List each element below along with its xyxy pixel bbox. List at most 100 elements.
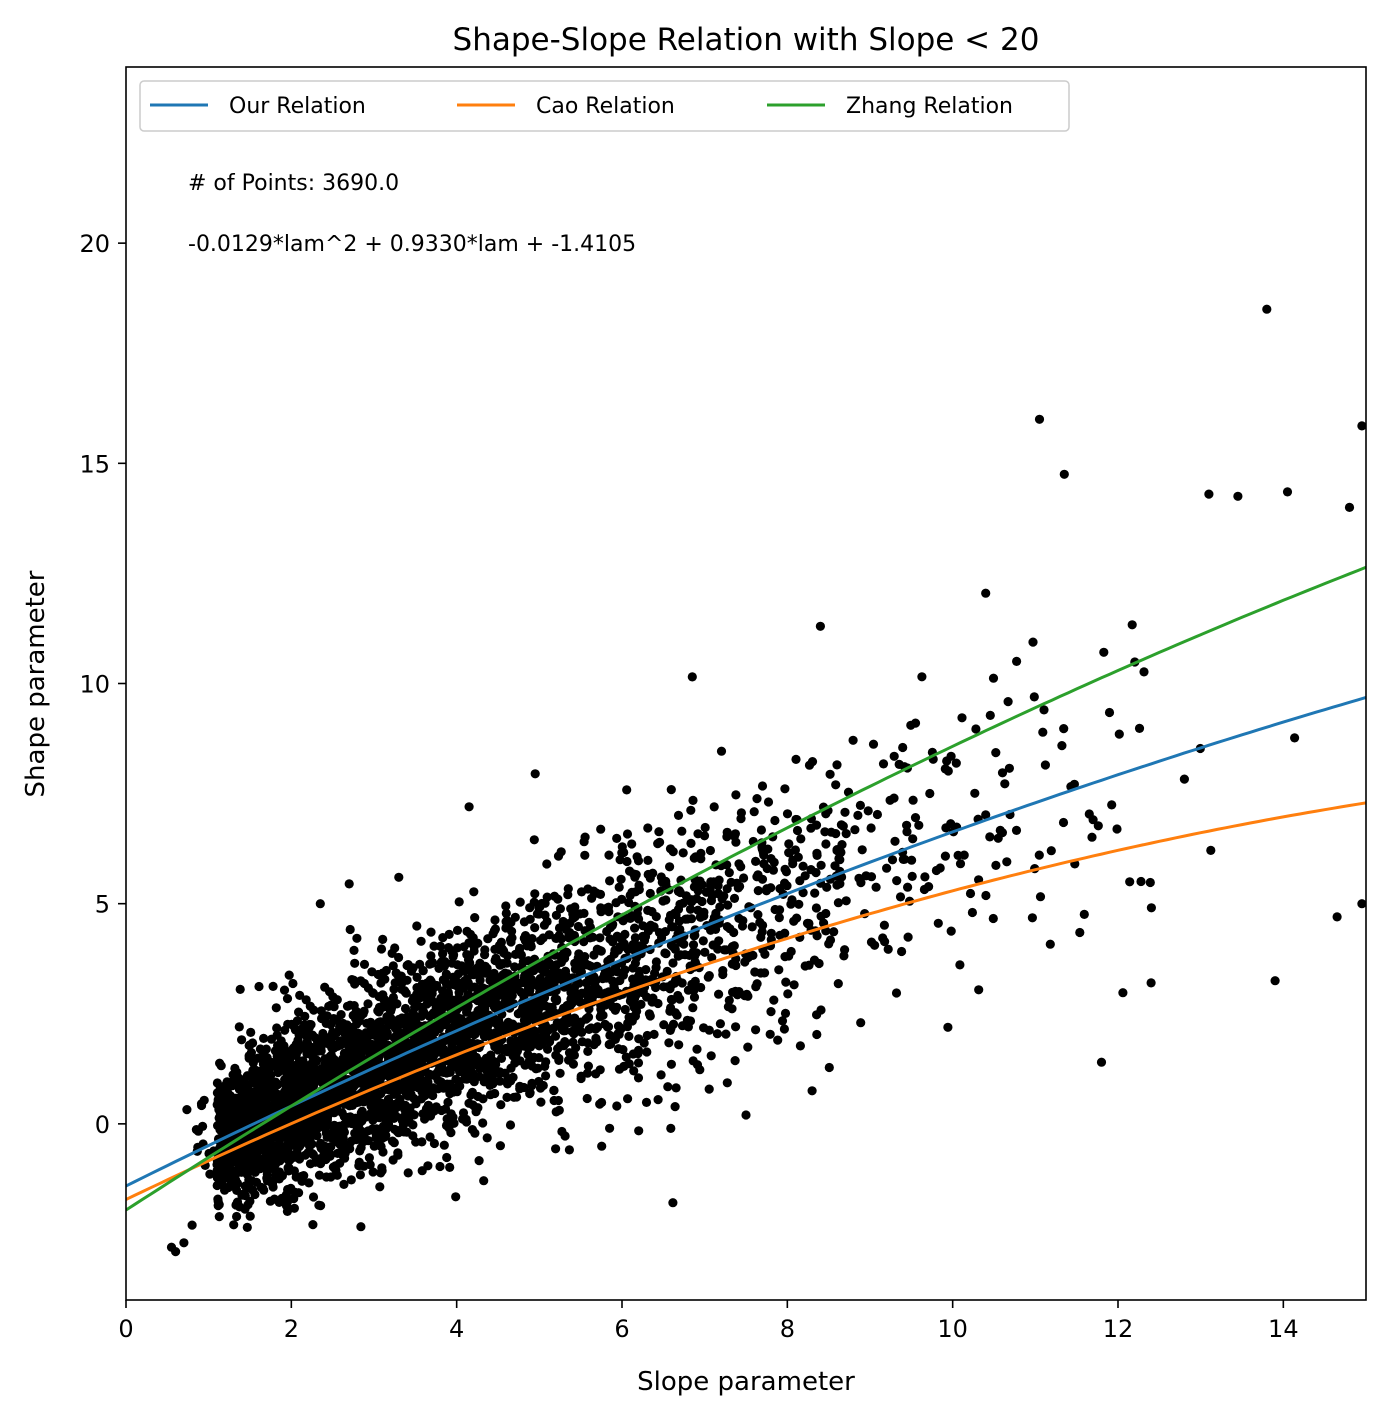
scatter-point	[1112, 824, 1122, 834]
scatter-point	[288, 1067, 298, 1077]
scatter-point	[789, 980, 799, 990]
scatter-point	[277, 1171, 287, 1181]
scatter-point	[1099, 647, 1109, 657]
scatter-point	[579, 837, 589, 847]
scatter-point	[668, 958, 678, 968]
scatter-point	[501, 908, 511, 919]
scatter-point	[353, 1044, 363, 1054]
scatter-point	[480, 1032, 490, 1042]
scatter-point	[527, 1081, 537, 1091]
scatter-point	[373, 1071, 383, 1082]
scatter-point	[1075, 927, 1085, 938]
scatter-point	[866, 872, 877, 882]
scatter-point	[1262, 304, 1272, 314]
scatter-point	[774, 965, 784, 975]
scatter-point	[965, 888, 976, 899]
scatter-point	[596, 1009, 606, 1020]
scatter-point	[544, 969, 554, 980]
scatter-point	[673, 810, 684, 821]
scatter-point	[919, 884, 930, 895]
scatter-point	[268, 981, 278, 992]
scatter-point	[560, 1026, 570, 1036]
scatter-point	[759, 859, 769, 869]
scatter-point	[187, 1220, 197, 1230]
scatter-point	[850, 825, 860, 835]
scatter-point	[696, 854, 706, 864]
scatter-point	[312, 1131, 322, 1141]
scatter-point	[258, 1084, 268, 1094]
scatter-point	[582, 1068, 593, 1078]
scatter-point	[504, 998, 514, 1008]
scatter-point	[554, 1053, 564, 1063]
scatter-point	[722, 1078, 732, 1088]
scatter-point	[804, 760, 815, 770]
scatter-point	[284, 1163, 294, 1173]
scatter-point	[615, 855, 625, 865]
scatter-point	[560, 1015, 570, 1025]
scatter-point	[367, 1100, 377, 1110]
scatter-point	[705, 885, 715, 896]
scatter-point	[470, 913, 480, 923]
scatter-point	[747, 922, 757, 932]
scatter-point	[389, 1113, 399, 1123]
x-tick-label: 6	[614, 1315, 629, 1343]
scatter-point	[365, 1091, 375, 1101]
scatter-point	[583, 1046, 593, 1056]
scatter-point	[800, 871, 810, 881]
scatter-point	[829, 927, 839, 937]
scatter-point	[1145, 877, 1155, 888]
scatter-point	[656, 1070, 666, 1080]
scatter-point	[645, 888, 655, 899]
scatter-point	[400, 1003, 411, 1014]
scatter-point	[375, 1182, 385, 1192]
scatter-point	[247, 1176, 257, 1186]
scatter-point	[559, 1041, 569, 1051]
scatter-point	[551, 1107, 561, 1117]
scatter-point	[544, 930, 554, 940]
scatter-point	[412, 983, 422, 993]
scatter-point	[299, 1129, 309, 1139]
scatter-point	[411, 1137, 421, 1147]
scatter-point	[787, 895, 797, 905]
scatter-point	[891, 988, 902, 998]
scatter-point	[486, 1052, 496, 1062]
scatter-point	[541, 1071, 551, 1081]
y-tick-label: 10	[79, 671, 110, 699]
scatter-point	[401, 988, 411, 998]
scatter-point	[704, 971, 714, 981]
scatter-point	[621, 1052, 631, 1062]
scatter-point	[1079, 909, 1089, 920]
scatter-point	[933, 918, 943, 928]
scatter-point	[981, 810, 991, 820]
scatter-point	[1093, 821, 1103, 831]
scatter-point	[529, 835, 539, 845]
scatter-point	[897, 946, 907, 957]
scatter-point	[430, 982, 440, 992]
scatter-point	[716, 746, 727, 756]
scatter-point	[617, 842, 627, 852]
scatter-point	[612, 1101, 622, 1111]
scatter-point	[412, 972, 422, 983]
scatter-point	[812, 1029, 822, 1040]
scatter-point	[688, 940, 699, 950]
scatter-point	[824, 1062, 834, 1073]
scatter-point	[571, 1043, 581, 1053]
scatter-point	[649, 1029, 659, 1039]
scatter-point	[454, 897, 464, 907]
scatter-point	[670, 944, 680, 955]
scatter-point	[835, 879, 845, 889]
scatter-point	[302, 1036, 312, 1047]
scatter-point	[245, 1211, 255, 1221]
scatter-point	[605, 1123, 615, 1133]
scatter-point	[387, 948, 397, 959]
scatter-point	[426, 1032, 436, 1042]
scatter-point	[871, 882, 881, 892]
scatter-point	[368, 1167, 378, 1177]
scatter-point	[298, 1056, 308, 1066]
scatter-point	[672, 1010, 682, 1020]
scatter-point	[596, 824, 606, 834]
scatter-point	[1040, 760, 1050, 770]
scatter-point	[836, 847, 846, 858]
scatter-point	[564, 1145, 575, 1155]
scatter-point	[445, 1162, 455, 1172]
